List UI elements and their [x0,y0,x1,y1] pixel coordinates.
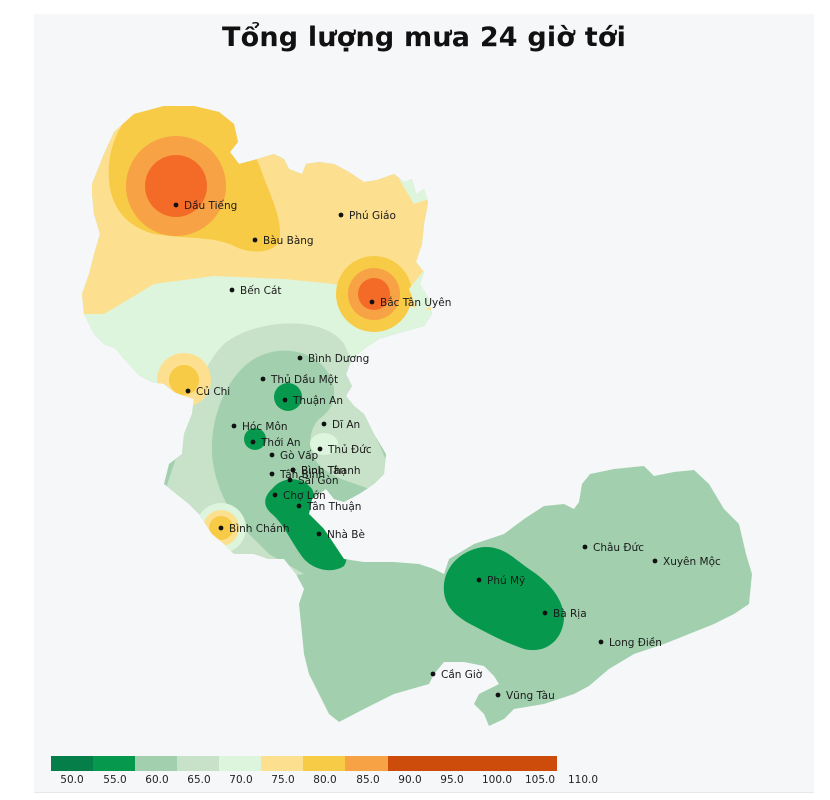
place-dot [321,421,327,427]
legend-tick: 70.0 [229,774,253,786]
place-label: Phú Mỹ [487,575,525,587]
legend-tick: 65.0 [187,774,211,786]
place-label: Châu Đức [593,542,644,554]
place-dot [185,388,191,394]
place-label: Xuyên Mộc [663,556,721,568]
place-dot [269,452,275,458]
place-label: Tân Thuận [306,501,361,513]
place-dot [317,446,323,452]
place-label: Bình Chánh [229,523,290,535]
legend-tick: 105.0 [524,774,556,786]
place-dot [316,531,322,537]
map-title: Tổng lượng mưa 24 giờ tới [221,22,627,53]
legend-tick: 110.0 [567,774,599,786]
place-label: Bàu Bàng [263,235,314,247]
legend-swatch [303,756,345,771]
legend-swatch [51,756,93,771]
place-dot [297,355,303,361]
place-dot [250,439,256,445]
place-label: Vũng Tàu [506,690,555,702]
legend-tick: 55.0 [103,774,127,786]
legend-swatch [93,756,135,771]
place-dot [652,558,658,564]
place-label: Hóc Môn [242,421,288,433]
place-dot [272,492,278,498]
place-label: Long Điền [609,637,662,649]
legend-ticks: 50.0 55.0 60.0 65.0 70.0 75.0 80.0 85.0 90.0 95.0… [51,774,611,788]
place-label: Phú Giáo [349,210,396,222]
place-markers: Dầu Tiếng Phú Giáo Bàu Bàng Bến Cát Bắc Tân … [173,200,721,702]
legend-tick: 80.0 [313,774,337,786]
place-label: Thới An [260,437,301,449]
place-dot [296,503,302,509]
legend-tick: 85.0 [356,774,380,786]
place-label: Thuận An [292,395,343,407]
legend-tick: 60.0 [145,774,169,786]
place-dot [598,639,604,645]
place-dot [282,397,288,403]
place-dot [338,212,344,218]
place-label: Bình Thạnh [301,465,361,477]
place-label: Chợ Lớn [283,490,326,502]
place-label: Dầu Tiếng [184,200,237,212]
place-dot [495,692,501,698]
legend-swatch [177,756,219,771]
place-label: Nhà Bè [327,529,365,541]
place-dot [287,477,293,483]
place-label: Bình Dương [308,353,369,365]
legend-swatch [345,756,388,771]
place-label: Sài Gòn [298,475,339,487]
map-panel: Tổng lượng mưa 24 giờ tới [34,14,814,793]
place-label: Gò Vấp [280,450,319,462]
legend-tick: 95.0 [440,774,464,786]
place-dot [229,287,235,293]
place-dot [476,577,482,583]
place-label: Cần Giờ [441,669,483,681]
place-label: Bắc Tân Uyên [380,296,451,309]
legend-tick: 100.0 [481,774,513,786]
place-dot [369,299,375,305]
legend-swatch [261,756,303,771]
place-label: Bến Cát [240,285,282,297]
place-dot [430,671,436,677]
place-dot [252,237,258,243]
place-dot [582,544,588,550]
legend-tick: 50.0 [60,774,84,786]
divider [34,792,814,793]
place-label: Thủ Dầu Một [270,374,338,386]
legend-swatch [388,756,557,771]
place-dot [542,610,548,616]
place-label: Bà Rịa [553,608,587,620]
place-dot [260,376,266,382]
place-dot [173,202,179,208]
legend-tick: 90.0 [398,774,422,786]
legend-tick: 75.0 [271,774,295,786]
legend-swatch [219,756,261,771]
legend-swatch [135,756,177,771]
place-label: Dĩ An [332,419,360,431]
rainfall-map: Dầu Tiếng Phú Giáo Bàu Bàng Bến Cát Bắc Tân … [82,106,752,726]
place-dot [218,525,224,531]
place-dot [231,423,237,429]
place-dot [290,467,296,473]
place-dot [269,471,275,477]
place-label: Bình Tân [301,465,346,477]
place-label: Củ Chi [196,386,230,398]
place-label: Thủ Đức [327,444,372,456]
color-legend [51,756,557,772]
